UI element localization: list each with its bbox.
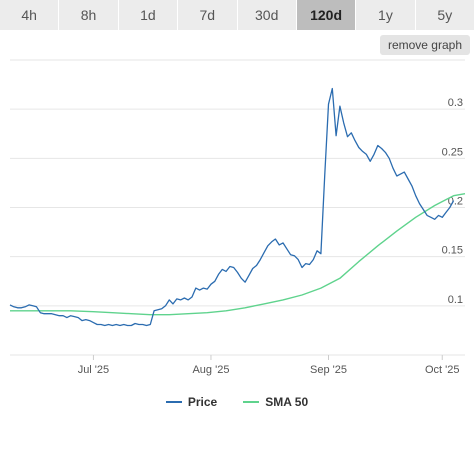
tab-30d[interactable]: 30d: [237, 0, 297, 30]
legend-label-price: Price: [187, 395, 218, 409]
y-tick-label: 0.25: [442, 146, 463, 158]
x-tick-label: Aug '25: [192, 364, 229, 376]
chart-legend: Price SMA 50: [0, 392, 474, 412]
x-tick-label: Oct '25: [425, 364, 460, 376]
y-tick-label: 0.1: [448, 294, 463, 306]
sma-50-line: [10, 193, 466, 316]
tab-5y[interactable]: 5y: [415, 0, 474, 30]
legend-item-price[interactable]: Price: [165, 395, 218, 409]
range-tabs: 4h 8h 1d 7d 30d 120d 1y 5y: [0, 0, 474, 30]
legend-item-sma-50[interactable]: SMA 50: [243, 395, 308, 409]
x-axis-ticks: Jul '25 Aug '25 Sep '25 Oct '25: [78, 355, 460, 376]
legend-label-sma-50: SMA 50: [265, 395, 309, 409]
tab-1d[interactable]: 1d: [118, 0, 179, 30]
y-tick-label: 0.15: [442, 245, 463, 257]
tab-120d[interactable]: 120d: [296, 0, 357, 30]
x-tick-label: Sep '25: [310, 364, 347, 376]
legend-swatch-price: [165, 401, 182, 403]
y-tick-label: 0.3: [448, 97, 463, 109]
tab-8h[interactable]: 8h: [59, 0, 119, 30]
series-lines: [9, 87, 466, 327]
remove-graph-button[interactable]: remove graph: [379, 35, 470, 55]
y-axis-ticks: 0.10.150.20.250.3: [442, 97, 463, 306]
tab-4h[interactable]: 4h: [0, 0, 60, 30]
x-tick-label: Jul '25: [78, 364, 109, 376]
tab-1y[interactable]: 1y: [356, 0, 416, 30]
price-line: [9, 87, 455, 327]
legend-swatch-sma-50: [243, 401, 260, 403]
grid-lines: [10, 59, 465, 356]
tab-7d[interactable]: 7d: [178, 0, 238, 30]
